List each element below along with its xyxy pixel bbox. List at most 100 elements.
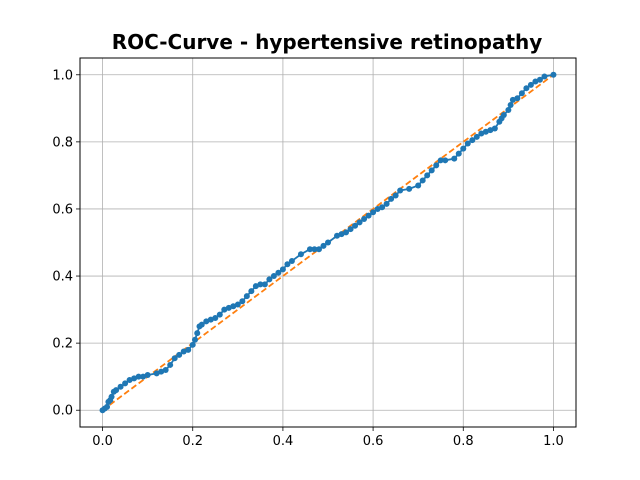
roc-point (325, 239, 331, 246)
roc-point (167, 361, 174, 368)
roc-point (473, 133, 480, 140)
roc-point (464, 140, 471, 147)
roc-point (356, 219, 363, 226)
roc-point (221, 306, 228, 313)
roc-point (275, 269, 282, 276)
y-tick-label: 0.2 (52, 337, 73, 352)
y-tick-label: 0.0 (52, 404, 73, 419)
roc-point (469, 137, 476, 144)
y-tick-label: 0.6 (52, 202, 73, 217)
roc-point (536, 76, 543, 83)
roc-point (297, 251, 304, 258)
roc-point (487, 127, 494, 134)
roc-point (352, 222, 359, 229)
roc-point (518, 90, 525, 97)
grid (80, 58, 576, 427)
roc-point (406, 185, 413, 192)
roc-point (122, 380, 129, 387)
x-tick-label: 0.6 (363, 434, 384, 449)
roc-point (424, 172, 431, 179)
roc-point (153, 370, 160, 377)
roc-point (541, 73, 548, 80)
y-tick-label: 1.0 (52, 68, 73, 83)
roc-point (194, 330, 201, 337)
roc-point (383, 200, 390, 207)
roc-point (532, 78, 539, 85)
roc-point (338, 231, 345, 238)
roc-point (343, 229, 350, 236)
roc-point (370, 209, 377, 216)
roc-point (266, 276, 273, 283)
roc-point (257, 281, 264, 288)
roc-point (505, 106, 512, 113)
plot-frame (79, 57, 577, 428)
roc-point (279, 266, 286, 273)
roc-point (230, 303, 237, 310)
roc-point (550, 71, 557, 78)
roc-point (334, 232, 341, 239)
roc-point (191, 336, 198, 343)
roc-point (379, 204, 386, 211)
roc-point (171, 355, 178, 362)
roc-point (527, 81, 534, 88)
roc-point (248, 288, 255, 295)
roc-point (482, 128, 489, 135)
roc-point (176, 351, 183, 358)
roc-point (144, 372, 151, 379)
roc-point (216, 311, 223, 318)
x-axis: 0.0 0.2 0.4 0.6 0.8 1.0 (92, 427, 564, 449)
roc-point (500, 112, 507, 119)
roc-point (203, 318, 210, 325)
x-tick-label: 1.0 (543, 434, 564, 449)
roc-point (388, 195, 395, 202)
roc-point (212, 314, 219, 321)
roc-point (198, 321, 205, 328)
roc-point (460, 145, 467, 152)
roc-point (397, 187, 404, 194)
roc-point (509, 96, 516, 103)
x-tick-label: 0.0 (92, 434, 113, 449)
roc-point (189, 341, 196, 348)
roc-point (392, 192, 399, 199)
chart-title: ROC-Curve - hypertensive retinopathy (112, 30, 543, 54)
roc-point (239, 298, 246, 305)
roc-point (252, 283, 259, 290)
roc-point (270, 273, 277, 280)
roc-point (140, 373, 147, 380)
x-tick-label: 0.4 (273, 434, 294, 449)
roc-point (158, 368, 165, 375)
roc-point (261, 281, 268, 288)
roc-point (225, 304, 232, 311)
roc-point (419, 177, 426, 184)
roc-point (361, 216, 368, 223)
roc-point (117, 383, 124, 390)
roc-point (514, 95, 521, 102)
roc-point (104, 403, 111, 410)
roc-point (455, 150, 462, 157)
roc-point (113, 387, 120, 394)
roc-point (311, 246, 318, 253)
y-axis: 0.0 0.2 0.4 0.6 0.8 1.0 (52, 68, 80, 419)
roc-point (451, 155, 458, 162)
roc-point (284, 261, 291, 268)
roc-point (180, 348, 187, 355)
roc-point (437, 157, 444, 164)
roc-point (207, 316, 214, 323)
roc-point (374, 205, 381, 212)
x-tick-label: 0.8 (453, 434, 474, 449)
roc-point (415, 182, 422, 189)
roc-point (478, 130, 485, 137)
roc-point (491, 125, 498, 132)
roc-point (320, 242, 327, 249)
roc-point (185, 346, 192, 353)
roc-point (523, 85, 530, 92)
roc-point (428, 167, 435, 174)
roc-point (288, 257, 295, 264)
roc-point (433, 162, 440, 169)
roc-point (507, 101, 514, 108)
roc-point (306, 246, 313, 253)
roc-point (365, 212, 372, 219)
roc-point (442, 157, 449, 164)
roc-point (135, 373, 142, 380)
